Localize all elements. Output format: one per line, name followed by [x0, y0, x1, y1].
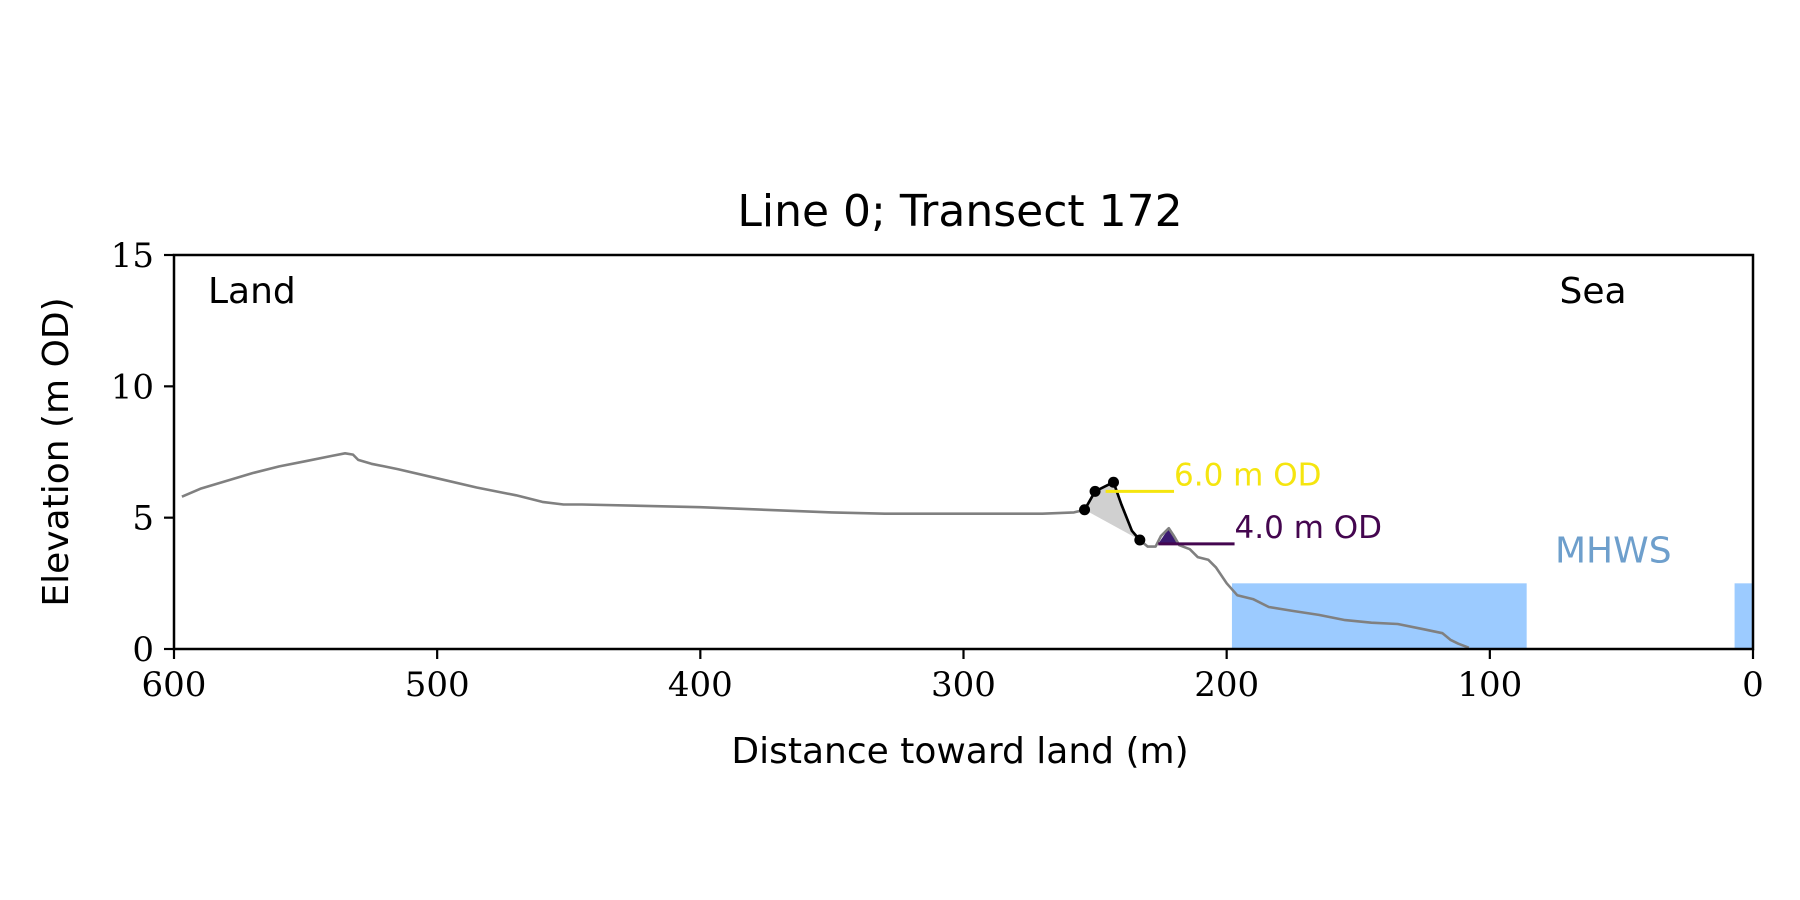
y-tick-label-3: 15	[111, 236, 154, 276]
dune-fill	[1158, 528, 1180, 544]
axis-ticks: 600 500 400 300 200 100 0 0 5 10 15	[111, 236, 1764, 705]
land-label: Land	[208, 271, 296, 312]
contour-label-1: 4.0 m OD	[1235, 510, 1382, 546]
x-tick-label-2: 400	[668, 665, 733, 705]
plot-area	[181, 451, 1753, 649]
y-axis-label: Elevation (m OD)	[36, 297, 77, 606]
mhws-region-1	[1734, 583, 1753, 649]
x-tick-label-5: 100	[1457, 665, 1522, 705]
x-tick-label-4: 200	[1194, 665, 1259, 705]
chart-title: Line 0; Transect 172	[737, 186, 1182, 237]
x-tick-label-3: 300	[931, 665, 996, 705]
x-tick-label-0: 600	[142, 665, 207, 705]
mhws-region-0	[1231, 583, 1527, 649]
dune-shaded-area	[1084, 482, 1140, 540]
x-tick-label-6: 0	[1742, 665, 1764, 705]
y-tick-label-1: 5	[132, 499, 154, 539]
y-tick-label-2: 10	[111, 367, 154, 407]
sea-label: Sea	[1559, 271, 1626, 312]
contour-label-0: 6.0 m OD	[1174, 457, 1321, 493]
feature-point-0	[1079, 504, 1091, 516]
x-tick-label-1: 500	[405, 665, 470, 705]
feature-point-1	[1089, 485, 1101, 497]
mhws-label: MHWS	[1555, 530, 1672, 571]
feature-point-3	[1134, 534, 1146, 546]
y-tick-label-0: 0	[132, 630, 154, 670]
x-axis-label: Distance toward land (m)	[731, 731, 1188, 772]
feature-point-2	[1108, 476, 1120, 488]
plot-marks: 6.0 m OD 4.0 m OD MHWS	[1079, 457, 1672, 571]
